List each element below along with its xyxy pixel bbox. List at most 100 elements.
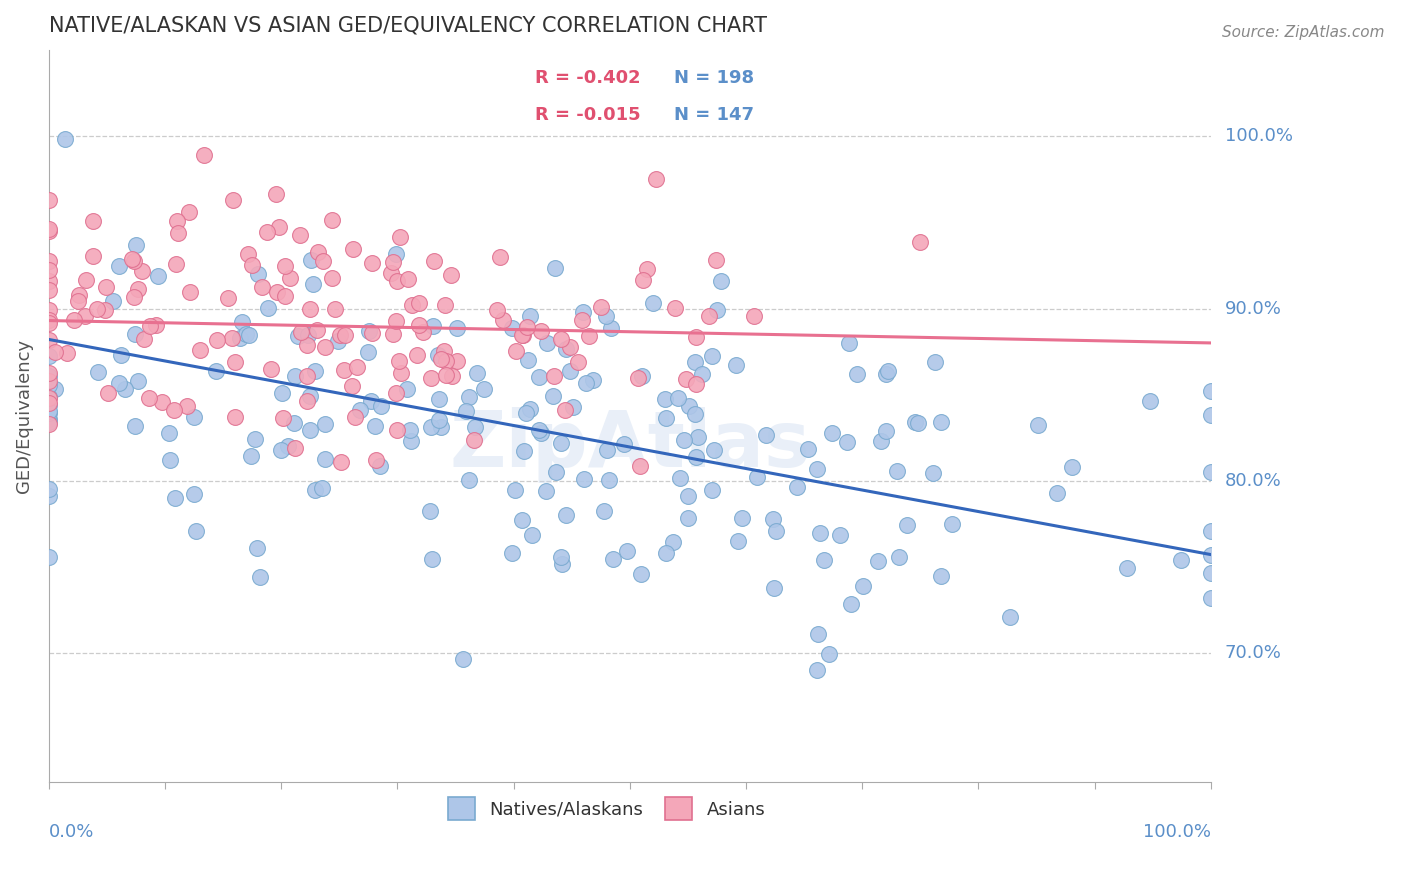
Point xyxy=(571,313,593,327)
Point xyxy=(929,569,952,583)
Point xyxy=(463,433,485,447)
Point xyxy=(412,325,434,339)
Point xyxy=(510,513,533,527)
Point xyxy=(235,326,257,341)
Point xyxy=(97,386,120,401)
Point xyxy=(252,280,274,294)
Point xyxy=(370,400,392,414)
Point xyxy=(224,409,246,424)
Point xyxy=(277,439,299,453)
Point xyxy=(530,425,553,440)
Point xyxy=(630,567,652,582)
Point xyxy=(941,517,963,532)
Point xyxy=(389,230,412,244)
Point xyxy=(346,360,368,375)
Text: R = -0.015: R = -0.015 xyxy=(534,106,640,124)
Text: N = 147: N = 147 xyxy=(673,106,754,124)
Point xyxy=(434,368,457,382)
Point xyxy=(422,319,444,334)
Point xyxy=(877,364,900,378)
Point xyxy=(1026,417,1049,432)
Point xyxy=(380,266,402,280)
Point xyxy=(1199,524,1222,538)
Point xyxy=(596,442,619,457)
Point xyxy=(184,524,207,538)
Point xyxy=(551,557,574,571)
Point xyxy=(813,553,835,567)
Point xyxy=(321,270,343,285)
Point xyxy=(124,327,146,342)
Point xyxy=(519,402,541,417)
Text: 90.0%: 90.0% xyxy=(1225,300,1281,318)
Point xyxy=(1170,553,1192,567)
Legend: Natives/Alaskans, Asians: Natives/Alaskans, Asians xyxy=(440,789,772,828)
Point xyxy=(516,320,538,334)
Point xyxy=(82,249,104,263)
Point xyxy=(433,344,456,359)
Point xyxy=(396,272,419,286)
Point xyxy=(592,503,614,517)
Point xyxy=(628,459,651,474)
Point xyxy=(38,482,60,496)
Point xyxy=(598,473,620,487)
Point xyxy=(636,261,658,276)
Point xyxy=(515,406,537,420)
Point xyxy=(38,369,60,384)
Point xyxy=(786,480,808,494)
Point xyxy=(907,416,929,430)
Point xyxy=(357,345,380,359)
Point xyxy=(703,443,725,458)
Point xyxy=(329,328,352,343)
Point xyxy=(465,366,488,380)
Point xyxy=(249,570,271,584)
Point xyxy=(731,511,754,525)
Point xyxy=(243,432,266,446)
Point xyxy=(852,579,875,593)
Point xyxy=(489,250,512,264)
Point xyxy=(287,329,309,343)
Point xyxy=(655,546,678,560)
Point xyxy=(472,383,495,397)
Point xyxy=(550,332,572,346)
Point xyxy=(38,262,60,277)
Point xyxy=(385,314,408,328)
Point xyxy=(166,214,188,228)
Point xyxy=(567,355,589,369)
Point xyxy=(886,464,908,478)
Point xyxy=(688,429,710,443)
Point xyxy=(541,389,564,403)
Point xyxy=(38,193,60,207)
Point xyxy=(204,364,226,378)
Point xyxy=(127,283,149,297)
Point xyxy=(86,301,108,316)
Point xyxy=(685,376,707,391)
Point xyxy=(295,368,318,383)
Point xyxy=(290,325,312,339)
Point xyxy=(446,320,468,334)
Point xyxy=(406,348,429,362)
Point xyxy=(257,301,280,315)
Point xyxy=(44,345,66,359)
Point xyxy=(368,459,391,474)
Point xyxy=(38,398,60,412)
Point xyxy=(311,481,333,495)
Point xyxy=(534,483,557,498)
Point xyxy=(157,426,180,441)
Point xyxy=(675,372,697,386)
Point xyxy=(399,424,422,438)
Point xyxy=(631,273,654,287)
Point xyxy=(558,340,581,354)
Point xyxy=(408,296,430,310)
Point xyxy=(1199,408,1222,422)
Point xyxy=(1046,486,1069,500)
Point xyxy=(630,368,652,383)
Point xyxy=(1199,548,1222,562)
Point xyxy=(762,512,785,526)
Point xyxy=(297,393,319,408)
Point xyxy=(271,385,294,400)
Point xyxy=(139,319,162,334)
Point xyxy=(127,374,149,388)
Point xyxy=(519,309,541,323)
Point xyxy=(875,424,897,438)
Point xyxy=(706,303,728,318)
